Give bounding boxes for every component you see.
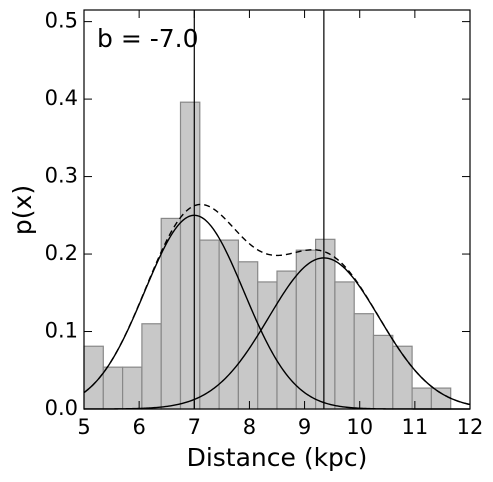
x-tick-label: 9 [298,415,311,439]
bar [353,313,375,410]
bar [372,334,394,410]
bar [257,281,278,410]
bar [430,387,452,410]
y-tick-label: 0.5 [45,9,78,33]
bar [218,239,240,410]
x-tick-label: 10 [346,415,373,439]
y-tick-label: 0.4 [45,86,78,110]
bar [102,366,124,410]
x-tick-label: 6 [132,415,145,439]
bar [392,345,413,410]
x-tick-label: 7 [188,415,201,439]
y-axis-label: p(x) [8,185,37,235]
y-tick-label: 0.3 [45,164,78,188]
y-tick-label: 0.0 [45,396,78,420]
plot-frame [83,9,471,410]
annotation: b = -7.0 [97,24,199,53]
bar [315,238,336,410]
y-tick-label: 0.2 [45,241,78,265]
sum-curve [83,203,471,406]
y-tick-label: 0.1 [45,319,78,343]
bar [179,101,201,410]
x-axis-label: Distance (kpc) [187,443,368,472]
x-tick-label: 5 [77,415,90,439]
x-tick-label: 11 [401,415,428,439]
bar [141,323,162,410]
bar [276,270,297,410]
bar [295,249,317,410]
x-tick-label: 8 [243,415,256,439]
bar [199,239,220,410]
x-tick-label: 12 [457,415,484,439]
bar [334,281,355,410]
